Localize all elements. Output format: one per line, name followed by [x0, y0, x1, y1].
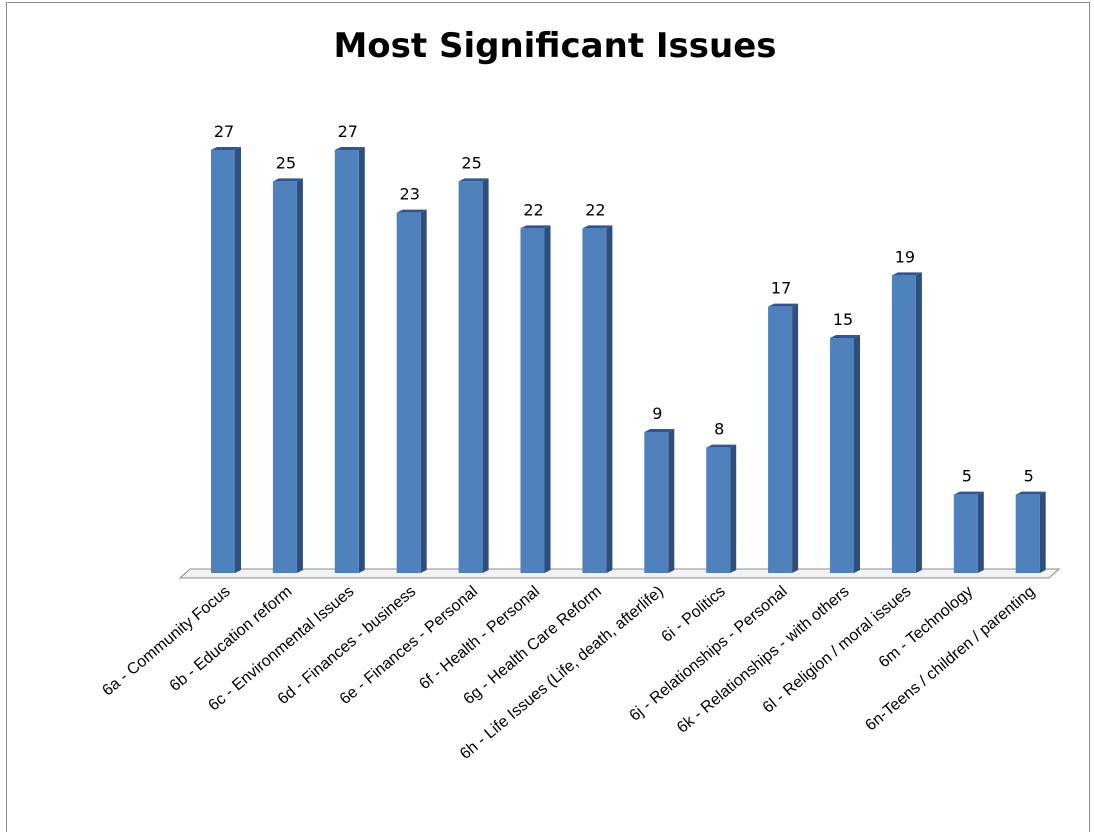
bar-front [520, 228, 545, 574]
bar [211, 147, 241, 573]
bar-side [915, 272, 922, 573]
chart-title: Most Significant Issues [333, 26, 776, 66]
data-label: 27 [214, 122, 234, 141]
bar-front [891, 275, 916, 573]
bar [334, 147, 365, 573]
data-label: 5 [962, 467, 972, 486]
bar [953, 491, 984, 573]
bar-front [582, 228, 607, 574]
bar-top [334, 147, 365, 150]
bar [582, 225, 613, 574]
bar-side [977, 491, 984, 573]
bar [272, 178, 303, 574]
bar-top [582, 225, 613, 229]
bar-front [644, 432, 669, 573]
bar-side [854, 335, 860, 573]
x-tick-label: 6b - Education reform [167, 583, 296, 695]
bars [211, 147, 1046, 574]
bar-front [706, 447, 731, 573]
bar [768, 303, 799, 573]
bar [644, 429, 675, 573]
bar-side [482, 178, 489, 574]
bar-side [792, 303, 799, 573]
bar-top [211, 147, 241, 150]
bar-front [211, 150, 235, 573]
bar [458, 178, 489, 574]
data-label: 25 [461, 153, 481, 172]
bar-side [358, 147, 365, 573]
data-label: 27 [338, 122, 358, 141]
bar-front [768, 306, 793, 573]
data-label: 19 [895, 247, 915, 266]
bar-side [296, 178, 303, 574]
data-label: 15 [833, 310, 853, 329]
bar-side [730, 444, 737, 573]
data-label: 23 [400, 185, 420, 204]
x-tick-label: 6f - Health - Personal [416, 583, 543, 693]
bar-front [334, 150, 359, 573]
data-label: 8 [714, 420, 724, 439]
bar-top [953, 491, 984, 495]
bar-front [458, 181, 483, 574]
bar-front [396, 212, 421, 573]
bar-side [668, 429, 675, 573]
data-label: 22 [585, 200, 605, 219]
bar-front [830, 338, 854, 573]
data-label: 5 [1024, 467, 1034, 486]
bar [1015, 491, 1046, 573]
bar-side [606, 225, 613, 574]
bar [891, 272, 922, 573]
bar-front [953, 494, 978, 573]
bar-top [891, 272, 922, 276]
data-label: 25 [276, 153, 296, 172]
chart-floor [178, 568, 1061, 579]
bar-front [272, 181, 297, 574]
bar-top [768, 303, 799, 307]
bar-top [830, 335, 860, 338]
bar-top [458, 178, 489, 182]
data-label: 9 [652, 404, 662, 423]
bar [830, 335, 860, 573]
bar-top [272, 178, 303, 182]
bar-top [644, 429, 675, 432]
bar-side [544, 225, 551, 574]
bar-top [520, 225, 551, 229]
bar-top [396, 209, 427, 213]
bar [706, 444, 737, 573]
bar-side [420, 209, 427, 573]
data-label: 22 [523, 200, 543, 219]
data-label: 17 [771, 279, 791, 298]
data-labels: 27 25 27 23 25 22 22 9 8 17 15 19 5 5 [214, 122, 1034, 486]
bar [396, 209, 427, 573]
bar-side [1039, 491, 1046, 573]
bar-top [1015, 491, 1046, 495]
floor-plane [178, 568, 1061, 579]
bar [520, 225, 551, 574]
bar-side [235, 147, 241, 573]
bar-top [706, 444, 737, 448]
bar-front [1015, 494, 1040, 573]
